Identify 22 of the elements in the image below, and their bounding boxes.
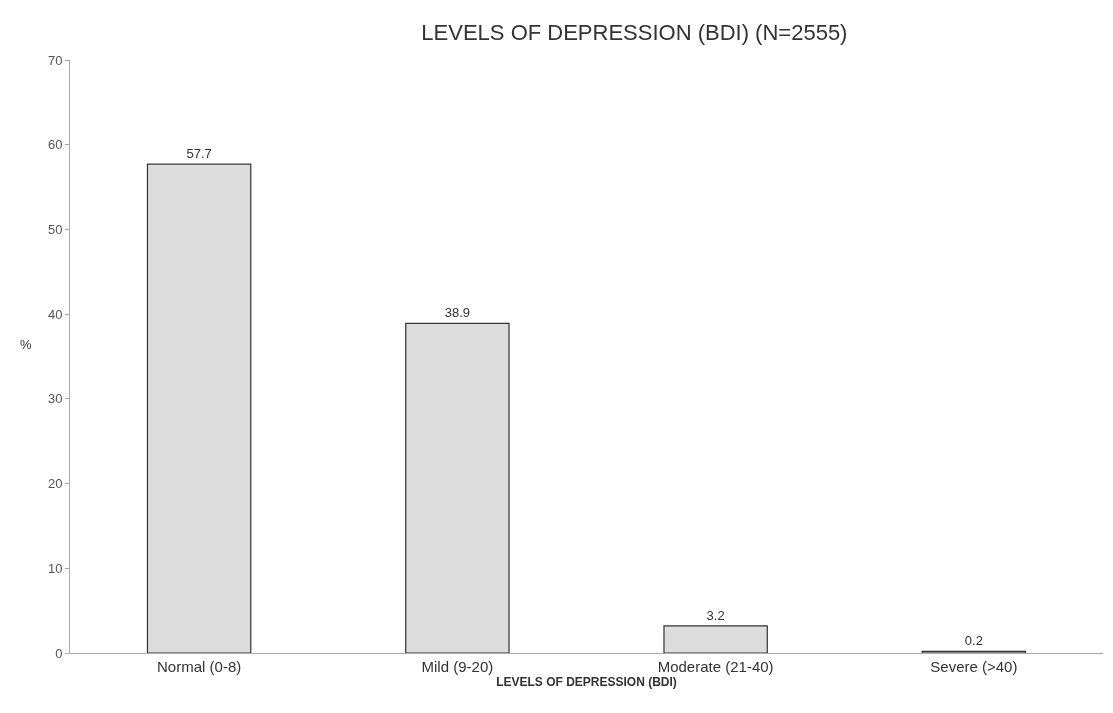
y-axis-title: %: [20, 337, 32, 352]
y-tick-label: 30: [47, 391, 63, 407]
x-tick-label: Mild (9-20): [421, 658, 494, 675]
x-tick-label: Normal (0-8): [157, 658, 242, 675]
data-label: 38.9: [444, 305, 471, 321]
x-axis-title: LEVELS OF DEPRESSION (BDI): [496, 675, 677, 689]
y-tick-label: 40: [47, 306, 63, 322]
data-label: 0.2: [964, 633, 983, 649]
data-label: 57.7: [186, 146, 212, 162]
x-tick-label: Severe (>40): [930, 658, 1018, 675]
bar: [663, 625, 768, 653]
y-tick-label: 0: [55, 645, 63, 661]
y-tick-label: 70: [47, 52, 63, 68]
data-label: 3.2: [706, 607, 725, 623]
chart-title: LEVELS OF DEPRESSION (BDI) (N=2555): [421, 20, 848, 46]
x-tick-label: Moderate (21-40): [657, 658, 774, 675]
bar: [405, 322, 510, 653]
y-tick-label: 10: [47, 560, 63, 576]
y-tick-label: 60: [47, 137, 63, 153]
y-tick-label: 20: [47, 476, 63, 492]
bar: [146, 163, 252, 653]
y-tick-label: 50: [47, 221, 63, 237]
